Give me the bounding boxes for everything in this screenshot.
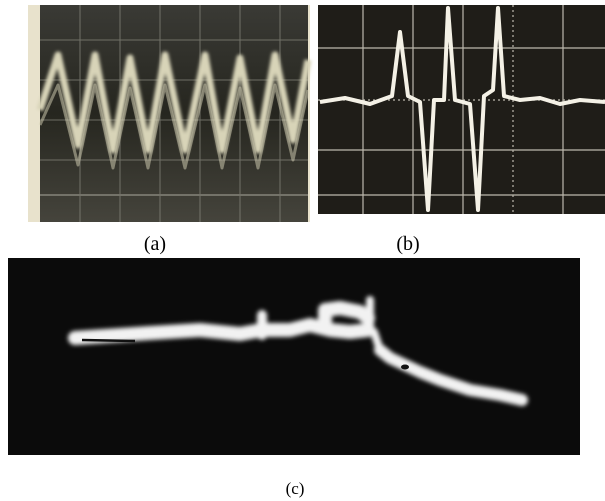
panel-a-image [28,5,312,222]
panel-c-image [8,258,580,455]
panel-label: (b) [396,233,419,255]
panel-label: (a) [144,233,166,255]
panel-label: (c) [286,479,305,498]
panel-b-image [318,5,605,214]
